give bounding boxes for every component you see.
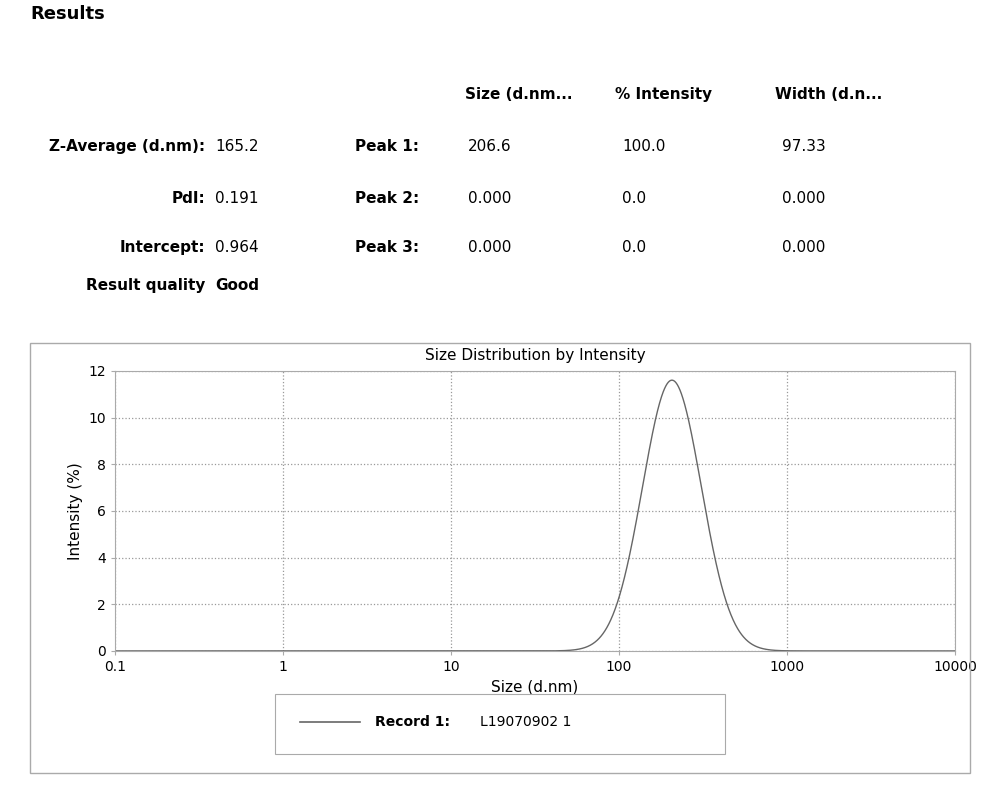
Text: 0.0: 0.0 (622, 240, 646, 255)
Text: PdI:: PdI: (171, 191, 205, 206)
Text: Peak 1:: Peak 1: (355, 139, 419, 154)
Text: L19070902 1: L19070902 1 (480, 715, 571, 729)
Text: 100.0: 100.0 (622, 139, 665, 154)
Text: % Intensity: % Intensity (615, 87, 712, 102)
Title: Size Distribution by Intensity: Size Distribution by Intensity (425, 348, 645, 363)
Text: Z-Average (d.nm):: Z-Average (d.nm): (49, 139, 205, 154)
Text: Result quality: Result quality (86, 278, 205, 294)
Bar (275, 694, 725, 754)
Text: 206.6: 206.6 (468, 139, 512, 154)
Text: 0.000: 0.000 (468, 191, 511, 206)
Text: 165.2: 165.2 (215, 139, 258, 154)
Text: Peak 3:: Peak 3: (355, 240, 419, 255)
Text: Width (d.n...: Width (d.n... (775, 87, 882, 102)
Text: Intercept:: Intercept: (119, 240, 205, 255)
Text: 0.000: 0.000 (782, 191, 825, 206)
Text: Peak 2:: Peak 2: (355, 191, 419, 206)
Y-axis label: Intensity (%): Intensity (%) (68, 462, 83, 559)
Text: Record 1:: Record 1: (375, 715, 450, 729)
Text: 97.33: 97.33 (782, 139, 826, 154)
X-axis label: Size (d.nm): Size (d.nm) (491, 679, 579, 694)
Text: 0.0: 0.0 (622, 191, 646, 206)
Text: 0.191: 0.191 (215, 191, 258, 206)
Text: Size (d.nm...: Size (d.nm... (465, 87, 572, 102)
Text: 0.000: 0.000 (468, 240, 511, 255)
Text: Good: Good (215, 278, 259, 294)
Text: 0.964: 0.964 (215, 240, 259, 255)
Text: 0.000: 0.000 (782, 240, 825, 255)
Text: Results: Results (30, 6, 105, 24)
